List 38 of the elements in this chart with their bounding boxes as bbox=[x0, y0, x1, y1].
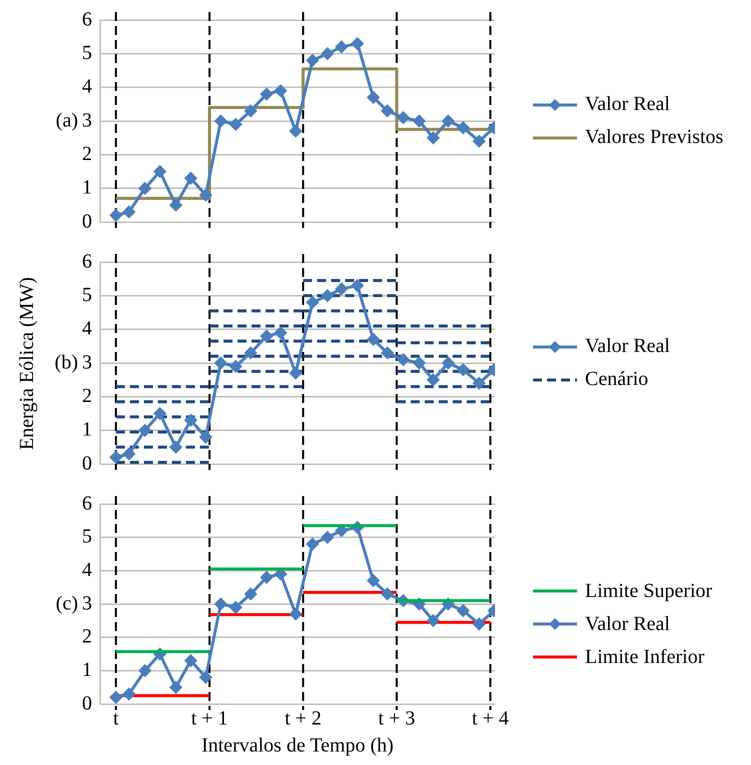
x-tick-label: t + 4 bbox=[472, 707, 509, 730]
y-tick-label: 0 bbox=[82, 452, 92, 474]
text: (a) bbox=[56, 109, 78, 132]
y-tick-label: 6 bbox=[82, 250, 92, 272]
y-tick-label: 2 bbox=[82, 626, 92, 648]
y-tick-label: 1 bbox=[82, 418, 92, 441]
x-tick-label: t + 2 bbox=[284, 707, 322, 730]
legend-label: Valor Real bbox=[585, 93, 670, 116]
x-tick-label: t bbox=[113, 707, 120, 730]
y-tick-label: 3 bbox=[82, 351, 92, 374]
legend-label: Limite Inferior bbox=[585, 646, 704, 668]
x-tick-label: t + 3 bbox=[378, 707, 416, 730]
y-tick-label: 4 bbox=[82, 76, 92, 98]
y-tick-label: 0 bbox=[82, 210, 92, 232]
x-tick-label: t + 1 bbox=[191, 707, 228, 730]
y-axis-title: Energia Eólica (MW) bbox=[16, 276, 39, 450]
y-tick-label: 6 bbox=[82, 492, 92, 514]
y-tick-label: 5 bbox=[82, 284, 92, 306]
y-tick-label: 5 bbox=[82, 526, 92, 548]
y-tick-label: 2 bbox=[82, 384, 92, 407]
y-tick-label: 6 bbox=[82, 8, 92, 30]
x-axis-title: Intervalos de Tempo (h) bbox=[201, 734, 394, 756]
y-tick-label: 0 bbox=[82, 692, 92, 714]
y-tick-label: 2 bbox=[82, 142, 92, 165]
y-tick-label: 4 bbox=[82, 318, 92, 340]
legend-label: Valor Real bbox=[585, 612, 670, 636]
text: (b) bbox=[54, 351, 78, 374]
legend-label: Limite Superior bbox=[585, 580, 712, 602]
legend-label: Cenário bbox=[585, 368, 648, 391]
text: (c) bbox=[56, 592, 78, 614]
y-tick-label: 3 bbox=[82, 592, 92, 614]
y-tick-label: 1 bbox=[82, 176, 92, 199]
y-tick-label: 5 bbox=[82, 42, 92, 64]
y-tick-label: 1 bbox=[82, 658, 92, 681]
legend-label: Valor Real bbox=[585, 335, 670, 358]
y-tick-label: 4 bbox=[82, 558, 92, 581]
legend-label: Valores Previstos bbox=[585, 126, 724, 149]
y-tick-label: 3 bbox=[82, 109, 92, 132]
